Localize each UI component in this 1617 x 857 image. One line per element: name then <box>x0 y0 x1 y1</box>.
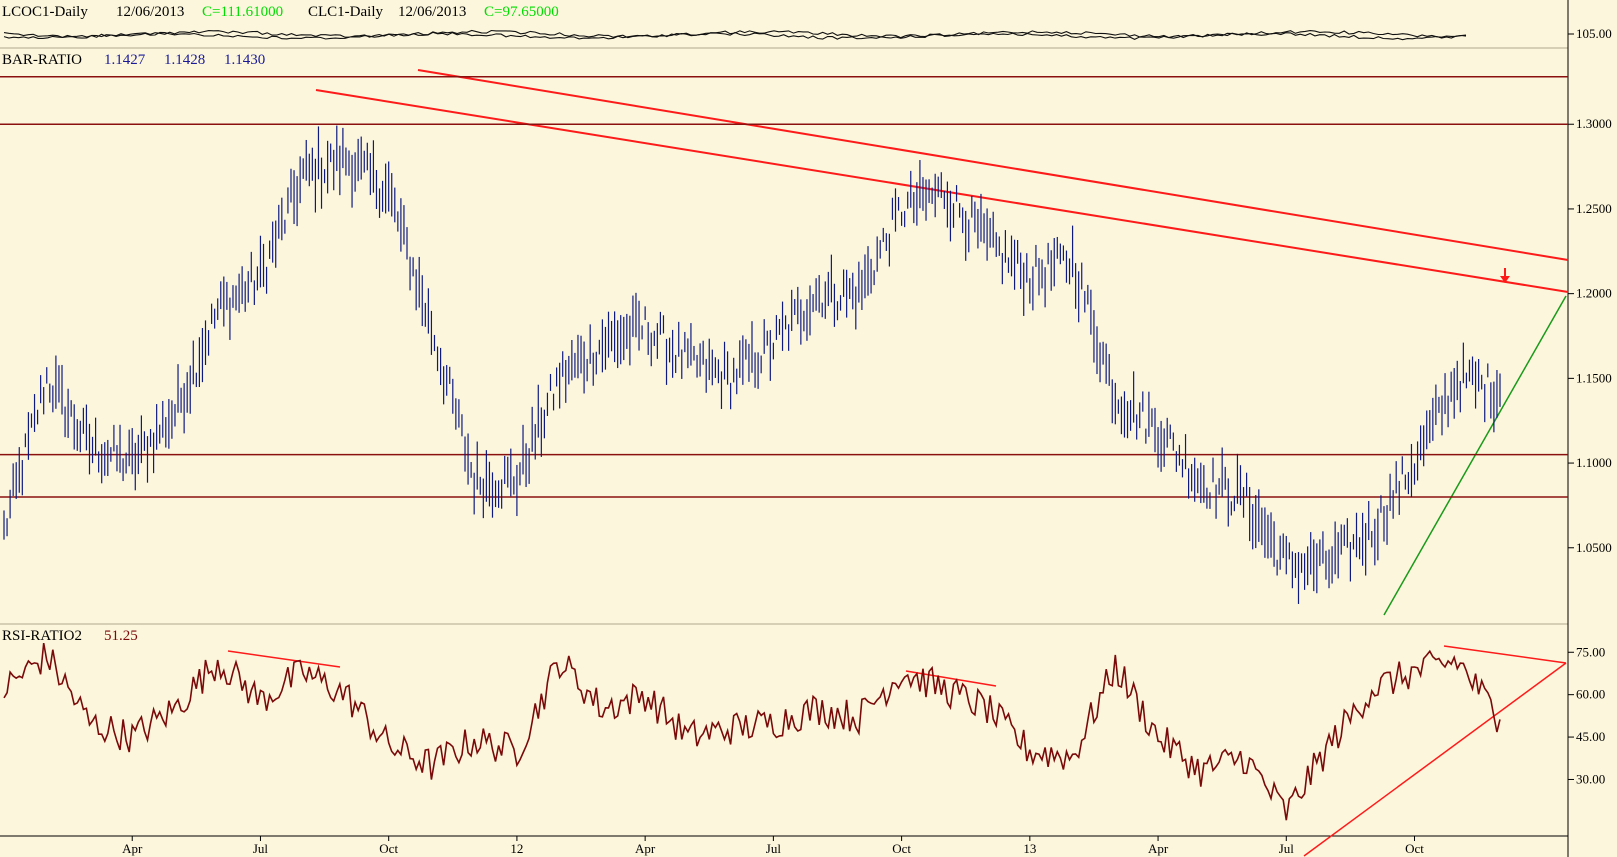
header-date-2: 12/06/2013 <box>398 4 466 20</box>
rsi-divergence-line-2 <box>905 670 997 687</box>
x-tick-label-9: Jul <box>1279 841 1295 856</box>
rsi-upper-trendline <box>1443 645 1567 664</box>
x-tick-label-7: 13 <box>1023 841 1036 856</box>
ratio-y-tick-label-0: 1.3000 <box>1576 116 1612 131</box>
ratio-y-tick-label-1: 1.2500 <box>1576 201 1612 216</box>
top-panel-price-lines <box>3 29 1467 41</box>
x-axis: Apr Jul Oct 12 Apr Jul Oct 13 Apr Jul Oct <box>122 836 1424 856</box>
rsi-y-tick-label-1: 60.00 <box>1576 687 1605 702</box>
top-price-line-2 <box>3 31 1467 41</box>
rsi-value: 51.25 <box>104 628 138 644</box>
ratio-y-axis: 1.3000 1.2500 1.2000 1.1500 1.1000 1.0500 <box>1568 116 1612 555</box>
horizontal-levels <box>0 76 1568 498</box>
header-date-1: 12/06/2013 <box>116 4 184 20</box>
ratio-y-tick-label-5: 1.0500 <box>1576 540 1612 555</box>
ratio-y-tick-label-4: 1.1000 <box>1576 455 1612 470</box>
header-close-1: C=111.61000 <box>202 4 283 20</box>
green-support-trendline <box>1383 295 1567 616</box>
x-tick-label-3: 12 <box>510 841 523 856</box>
rsi-y-tick-label-0: 75.00 <box>1576 644 1605 659</box>
ratio-y-tick-label-2: 1.2000 <box>1576 286 1612 301</box>
ratio-value-2: 1.1428 <box>164 52 205 68</box>
rsi-y-axis: 75.00 60.00 45.00 30.00 <box>1568 644 1605 786</box>
rsi-line-group <box>3 642 1501 821</box>
down-arrow-head <box>1500 276 1510 283</box>
header-symbol-1: LCOC1-Daily <box>2 4 88 20</box>
x-tick-label-5: Jul <box>766 841 782 856</box>
x-tick-label-0: Apr <box>122 841 143 856</box>
x-tick-label-4: Apr <box>635 841 656 856</box>
top-panel-tick-label: 105.00 <box>1576 26 1612 41</box>
x-tick-label-8: Apr <box>1148 841 1169 856</box>
ratio-value-3: 1.1430 <box>224 52 265 68</box>
x-tick-label-6: Oct <box>892 841 911 856</box>
header-symbol-2: CLC1-Daily <box>308 4 383 20</box>
x-tick-label-1: Jul <box>253 841 269 856</box>
channel-lower-trendline <box>315 89 1569 293</box>
x-tick-label-2: Oct <box>379 841 398 856</box>
rsi-y-tick-label-2: 45.00 <box>1576 729 1605 744</box>
rsi-divergence-line-1 <box>227 650 341 668</box>
rsi-panel-label: RSI-RATIO2 <box>2 628 82 644</box>
ratio-panel-label: BAR-RATIO <box>2 52 82 68</box>
x-tick-label-10: Oct <box>1405 841 1424 856</box>
channel-upper-trendline <box>417 69 1569 261</box>
ratio-bars <box>3 125 1501 604</box>
rsi-y-tick-label-3: 30.00 <box>1576 771 1605 786</box>
header-close-2: C=97.65000 <box>484 4 559 20</box>
ratio-y-tick-label-3: 1.1500 <box>1576 370 1612 385</box>
rsi-line <box>3 642 1501 821</box>
rsi-lower-trendline <box>1303 662 1567 857</box>
ratio-value-1: 1.1427 <box>104 52 146 68</box>
